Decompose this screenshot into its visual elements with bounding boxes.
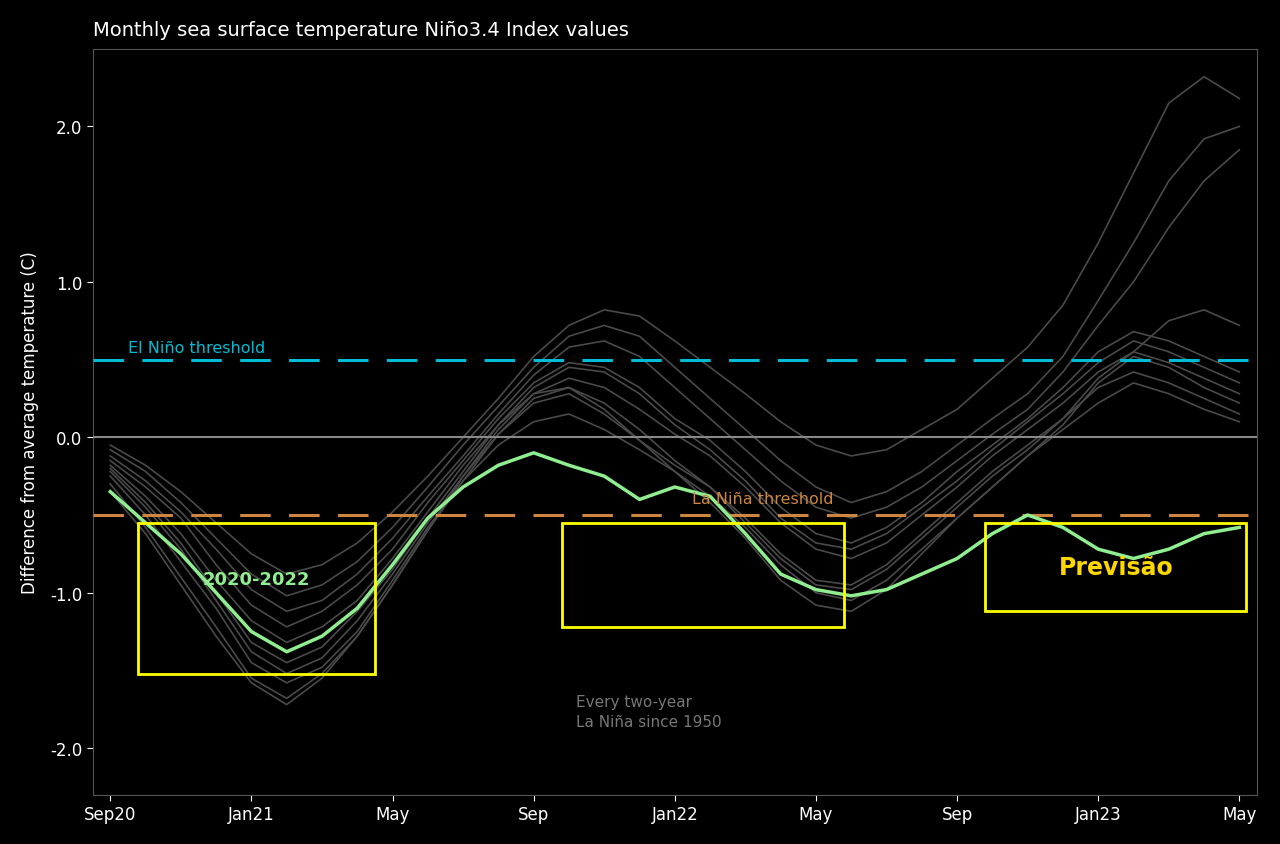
Text: Every two-year
La Niña since 1950: Every two-year La Niña since 1950 [576,694,722,728]
Text: El Niño threshold: El Niño threshold [128,340,265,355]
Text: Previsão: Previsão [1059,555,1174,579]
Text: 2020-2022: 2020-2022 [204,571,311,589]
Bar [986,523,1247,612]
Bar [562,523,845,627]
Text: Monthly sea surface temperature Niño3.4 Index values: Monthly sea surface temperature Niño3.4 … [92,21,628,40]
Bar [138,523,375,674]
Text: La Niña threshold: La Niña threshold [692,491,835,506]
Y-axis label: Difference from average temperature (C): Difference from average temperature (C) [20,251,38,593]
